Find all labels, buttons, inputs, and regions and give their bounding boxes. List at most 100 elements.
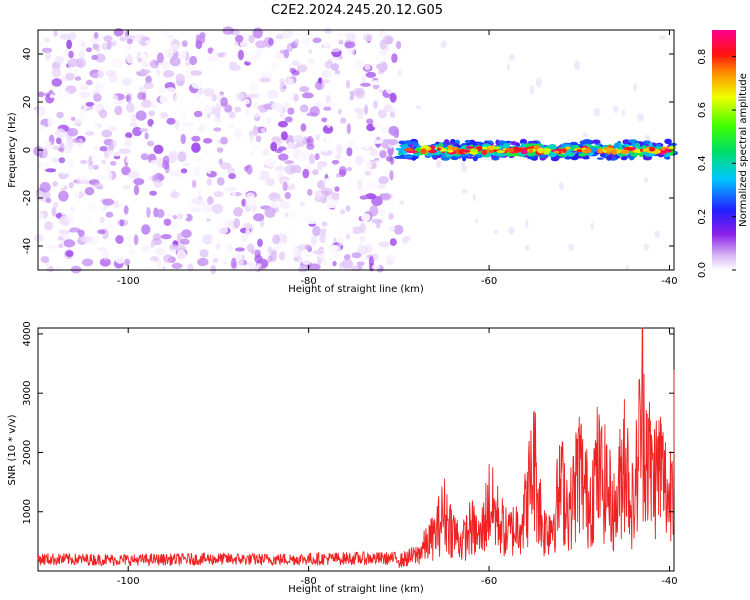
heatmap-cell <box>293 93 299 102</box>
x-tick-label: -100 <box>117 276 140 287</box>
heatmap-cell <box>388 139 399 146</box>
heatmap-cell <box>245 228 251 237</box>
heatmap-cell <box>63 145 72 155</box>
heatmap-cell <box>576 149 583 153</box>
heatmap-cell <box>98 247 107 252</box>
heatmap-cell <box>97 232 103 239</box>
heatmap-cell <box>323 106 332 111</box>
heatmap-cell <box>217 177 225 186</box>
heatmap-cell <box>481 146 488 150</box>
heatmap-cell <box>163 30 170 38</box>
heatmap-cell <box>401 236 409 245</box>
heatmap-cell <box>287 78 294 86</box>
heatmap-cell <box>160 112 169 119</box>
heatmap-cell <box>37 124 47 131</box>
heatmap-cell <box>611 149 617 155</box>
heatmap-cell <box>47 117 54 127</box>
heatmap-cell <box>286 206 294 214</box>
heatmap-cell <box>465 146 475 149</box>
heatmap-cell <box>307 188 313 196</box>
heatmap-cell <box>338 35 344 44</box>
heatmap-cell <box>49 93 55 99</box>
heatmap-cell <box>177 151 187 162</box>
heatmap-cell <box>420 148 427 154</box>
heatmap-cell <box>334 225 343 237</box>
heatmap-cell <box>85 131 95 136</box>
heatmap-cell <box>346 167 353 172</box>
heatmap-cell <box>312 37 322 44</box>
heatmap-cell <box>206 152 216 157</box>
heatmap-cell <box>378 208 386 216</box>
heatmap-cell <box>64 49 69 57</box>
heatmap-cell <box>195 175 203 181</box>
heatmap-cell <box>139 39 144 45</box>
heatmap-cell <box>195 40 203 50</box>
y-tick-label: 40 <box>22 48 33 61</box>
heatmap-cell <box>318 77 323 84</box>
heatmap-cell <box>107 126 118 132</box>
heatmap-cell <box>305 208 315 218</box>
heatmap-cell <box>175 175 187 185</box>
heatmap-cell <box>66 39 72 50</box>
heatmap-cell <box>558 181 564 191</box>
heatmap-cell <box>252 125 259 136</box>
heatmap-cell <box>391 53 398 64</box>
heatmap-cell <box>91 154 98 163</box>
heatmap-cell <box>206 196 214 205</box>
heatmap-cell <box>279 201 290 209</box>
heatmap-cell <box>359 222 366 234</box>
heatmap-cell <box>89 37 102 44</box>
heatmap-cell <box>285 216 292 225</box>
heatmap-cell <box>303 231 310 240</box>
heatmap-cell <box>68 159 75 169</box>
heatmap-cell <box>270 61 279 69</box>
heatmap-cell <box>582 132 588 138</box>
heatmap-cell <box>37 91 45 98</box>
heatmap-cell <box>218 158 223 165</box>
heatmap-cell <box>510 141 518 146</box>
heatmap-cell <box>156 209 165 218</box>
heatmap-cell <box>530 85 535 95</box>
heatmap-cell <box>160 234 172 240</box>
heatmap-cell <box>82 104 88 111</box>
heatmap-cell <box>123 205 129 215</box>
heatmap-cell <box>234 44 241 52</box>
heatmap-cell <box>211 237 222 245</box>
heatmap-cell <box>307 178 318 189</box>
heatmap-cell <box>524 244 530 251</box>
heatmap-cell <box>54 265 64 274</box>
x-tick-label: -100 <box>117 576 140 587</box>
heatmap-cell <box>232 190 237 197</box>
heatmap-cell <box>186 202 194 211</box>
heatmap-cell <box>52 114 58 124</box>
heatmap-cell <box>371 80 381 86</box>
heatmap-cell <box>208 68 213 74</box>
heatmap-cell <box>36 42 46 48</box>
snr-x-label: Height of straight line (km) <box>288 584 424 595</box>
heatmap-cell <box>45 197 52 204</box>
heatmap-cell <box>224 117 232 127</box>
heatmap-cell <box>206 212 213 220</box>
heatmap-cell <box>101 129 113 138</box>
heatmap-cell <box>235 247 245 252</box>
heatmap-cell <box>267 255 273 263</box>
heatmap-cell <box>213 117 223 123</box>
heatmap-cell <box>182 122 194 127</box>
heatmap-cell <box>93 32 99 39</box>
heatmap-cell <box>45 51 52 61</box>
heatmap-cell <box>278 153 289 161</box>
heatmap-cell <box>302 168 310 179</box>
heatmap-cell <box>108 171 113 181</box>
heatmap-cell <box>220 97 228 107</box>
heatmap-cell <box>508 54 516 61</box>
heatmap-cell <box>393 130 399 138</box>
heatmap-cell <box>279 81 287 93</box>
heatmap-cell <box>141 99 152 109</box>
heatmap-cell <box>211 49 219 57</box>
heatmap-cell <box>259 77 272 83</box>
heatmap-cell <box>260 149 270 157</box>
heatmap-cell <box>508 226 515 235</box>
heatmap-cell <box>283 101 290 109</box>
heatmap-cell <box>103 35 113 42</box>
heatmap-cell <box>380 194 391 201</box>
